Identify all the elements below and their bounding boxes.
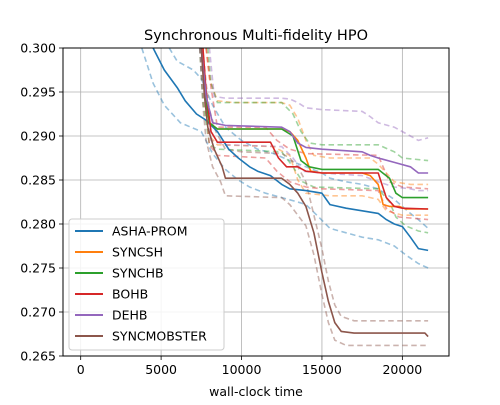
y-tick-label: 0.295 — [20, 85, 56, 100]
asha-prom-band-low-line — [141, 48, 429, 269]
legend-label-dehb: DEHB — [112, 308, 148, 323]
dehb-mean-line — [200, 48, 429, 174]
syncmobster-mean-line — [200, 48, 429, 338]
bohb-mean-line — [202, 48, 429, 210]
x-tick-label: 20000 — [382, 362, 422, 377]
y-tick-label: 0.300 — [20, 41, 56, 56]
legend: ASHA-PROM SYNCSH SYNCHB BOHB DEHB SYNCMOBSTER — [68, 218, 225, 351]
legend-label-syncsh: SYNCSH — [112, 245, 163, 260]
legend-label-asha-prom: ASHA-PROM — [112, 224, 188, 239]
chart-title: Synchronous Multi-fidelity HPO — [144, 28, 368, 44]
y-tick-label: 0.290 — [20, 129, 56, 144]
synchb-band-low-line — [198, 48, 429, 234]
asha-prom-mean-line — [152, 48, 429, 252]
dehb-band-high-line — [208, 48, 429, 142]
x-tick-label: 10000 — [222, 362, 262, 377]
synchb-band-high-line — [207, 48, 429, 162]
legend-label-syncmobster: SYNCMOBSTER — [112, 329, 207, 344]
legend-label-synchb: SYNCHB — [112, 266, 164, 281]
y-tick-label: 0.280 — [20, 217, 56, 232]
legend-label-bohb: BOHB — [112, 287, 148, 302]
legend-box — [68, 218, 225, 351]
x-tick-label: 5000 — [145, 362, 177, 377]
bohb-band-high-line — [205, 48, 429, 190]
x-axis-title: wall-clock time — [209, 384, 303, 399]
asha-prom-band-high-line — [168, 48, 429, 229]
y-tick-label: 0.270 — [20, 305, 56, 320]
y-tick-label: 0.275 — [20, 261, 56, 276]
mean-lines — [152, 48, 429, 338]
plot-frame — [62, 47, 450, 357]
syncmobster-band-low-line — [198, 48, 429, 347]
axis-ticks: 0 5000 10000 15000 20000 0.265 0.270 0.275 0.280… — [20, 41, 422, 378]
bohb-band-low-line — [200, 48, 429, 221]
x-tick-label: 0 — [77, 362, 85, 377]
y-tick-label: 0.265 — [20, 349, 56, 364]
x-tick-label: 15000 — [302, 362, 342, 377]
y-tick-label: 0.285 — [20, 173, 56, 188]
